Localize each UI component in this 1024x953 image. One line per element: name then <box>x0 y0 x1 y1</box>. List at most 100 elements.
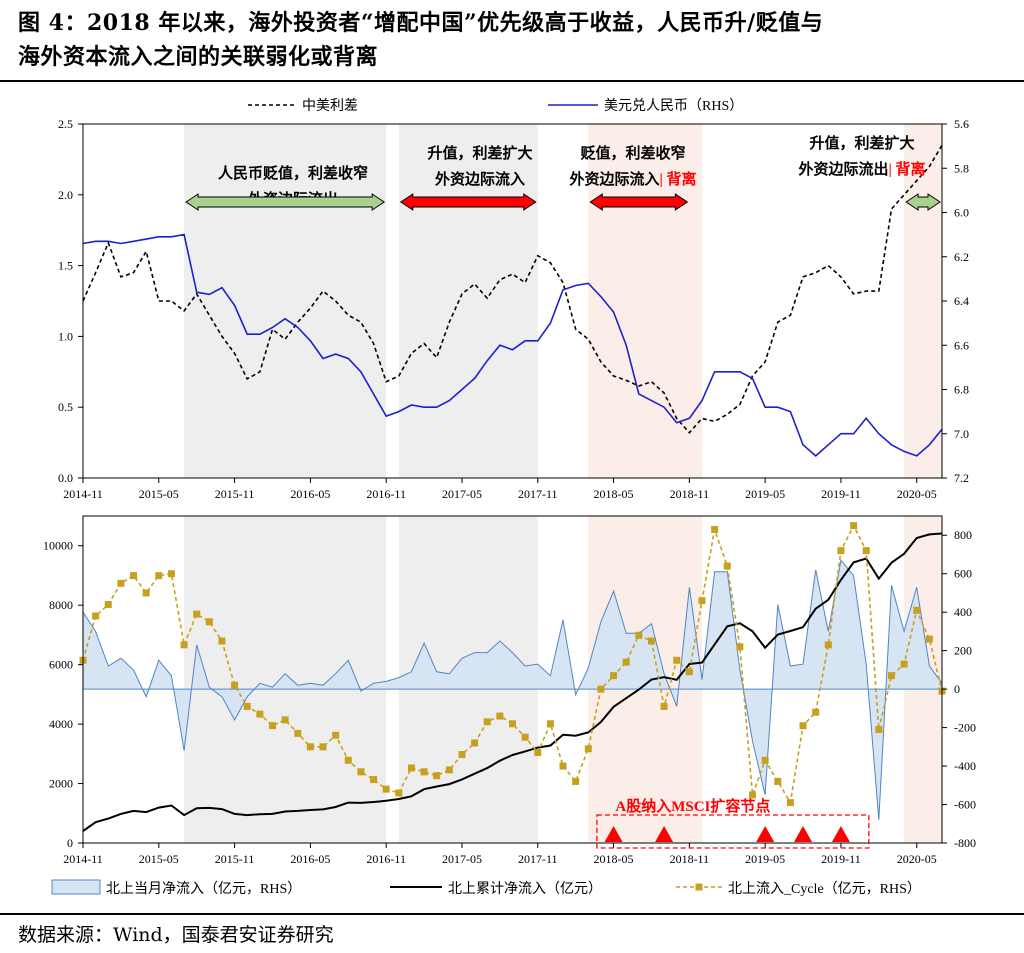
usdcny-line <box>82 233 943 457</box>
y-rhs-tick-label: 600 <box>954 567 972 581</box>
cycle-point <box>774 777 782 785</box>
cycle-point <box>837 547 845 555</box>
shaded-period <box>398 124 538 478</box>
cycle-point <box>281 716 289 724</box>
msci-marker <box>604 826 623 842</box>
annotation-text-main: 外资边际流出 <box>797 160 888 178</box>
x-tick-label: 2016-05 <box>290 487 330 501</box>
cycle-point <box>382 785 390 793</box>
msci-marker <box>794 826 813 842</box>
y-tick-label: 0.5 <box>58 400 73 414</box>
x-tick-label: 2016-05 <box>290 852 330 866</box>
x-tick-label: 2016-11 <box>366 487 406 501</box>
annotation-text: 升值，利差扩大 <box>809 134 914 152</box>
shaded-period <box>588 124 702 478</box>
cycle-point <box>509 720 516 728</box>
msci-marker <box>655 826 674 842</box>
cycle-point <box>395 789 403 797</box>
cycle-point <box>407 764 415 772</box>
cycle-point <box>370 776 378 784</box>
shaded-period <box>904 124 942 478</box>
y-rhs-tick-label: -800 <box>954 836 976 850</box>
cycle-point <box>812 708 820 716</box>
cycle-point <box>521 733 529 741</box>
cycle-point <box>142 589 150 597</box>
annotation-text: 外资边际流出| 背离 <box>797 160 925 178</box>
cycle-point <box>862 547 870 555</box>
x-tick-label: 2014-11 <box>63 487 103 501</box>
y-rhs-tick-label: 5.6 <box>954 117 969 131</box>
green-double-arrow <box>185 193 386 211</box>
legend-swatch-monthly <box>51 879 101 895</box>
cycle-point <box>635 631 643 639</box>
legend-label: 美元兑人民币（RHS） <box>604 98 743 114</box>
cycle-point <box>155 572 163 580</box>
y-rhs-tick-label: 800 <box>954 528 972 542</box>
y-tick-label: 2.0 <box>58 188 73 202</box>
annotation-text: 外资边际流入 <box>434 170 525 188</box>
x-tick-label: 2014-11 <box>63 852 103 866</box>
y-tick-label: 6000 <box>49 658 73 672</box>
x-tick-label: 2015-05 <box>139 487 179 501</box>
y-tick-label: 4000 <box>49 717 73 731</box>
x-tick-label: 2015-05 <box>139 852 179 866</box>
y-rhs-tick-label: 6.6 <box>954 338 969 352</box>
cycle-point <box>711 525 719 533</box>
cycle-point <box>685 668 693 676</box>
cycle-point <box>723 562 731 570</box>
cycle-point <box>483 718 491 726</box>
cycle-point <box>332 731 340 739</box>
x-tick-label: 2018-11 <box>670 852 710 866</box>
legend-label: 北上当月净流入（亿元，RHS） <box>106 881 301 897</box>
x-tick-label: 2017-05 <box>442 487 482 501</box>
cycle-point <box>761 756 769 764</box>
cycle-point <box>799 722 807 730</box>
y-rhs-tick-label: 400 <box>954 605 972 619</box>
x-tick-label: 2020-05 <box>897 852 937 866</box>
cycle-point <box>180 641 188 649</box>
data-source: 数据来源：Wind，国泰君安证券研究 <box>18 924 334 946</box>
cycle-point <box>597 685 605 693</box>
y-tick-label: 0.0 <box>58 471 73 485</box>
y-rhs-tick-label: 6.4 <box>954 294 969 308</box>
figure-title-line-2: 海外资本流入之间的关联弱化或背离 <box>18 44 379 70</box>
red-double-arrow <box>589 193 689 211</box>
x-tick-label: 2019-05 <box>745 852 785 866</box>
cycle-point <box>256 710 264 718</box>
top-rule <box>0 80 1024 82</box>
y-tick-label: 10000 <box>43 539 73 553</box>
cycle-point <box>900 660 908 668</box>
msci-marker <box>756 826 775 842</box>
cycle-point <box>913 606 921 614</box>
cumulative-inflow-line <box>82 532 943 832</box>
annotation-text: 外资边际流入| 背离 <box>568 170 696 188</box>
cycle-point <box>205 618 213 626</box>
cycle-point <box>433 772 441 780</box>
y-rhs-tick-label: 200 <box>954 644 972 658</box>
annotation-divergence-label: | 背离 <box>659 170 696 188</box>
cycle-point <box>420 768 428 776</box>
cycle-point <box>786 799 794 807</box>
cycle-point <box>736 643 744 651</box>
cycle-point <box>92 612 100 620</box>
cycle-point <box>584 745 592 753</box>
cycle-point <box>496 712 504 720</box>
cycle-point <box>534 749 542 757</box>
msci-marker <box>831 826 850 842</box>
axes: 2014-11 2015-05 2015-11 2016-05 2016-11 2017-… <box>43 117 976 866</box>
annotation-text: 贬值，利差收窄 <box>580 144 685 162</box>
cycle-point <box>243 702 251 710</box>
y-rhs-tick-label: 6.0 <box>954 206 969 220</box>
x-tick-label: 2019-11 <box>821 487 861 501</box>
cycle-point <box>294 729 302 737</box>
annotation-text-main: 外资边际流入 <box>568 170 659 188</box>
y-rhs-tick-label: 5.8 <box>954 161 969 175</box>
cycle-point <box>875 726 883 734</box>
cycle-point <box>218 637 226 645</box>
data-series <box>79 144 946 832</box>
y-tick-label: 1.5 <box>58 259 73 273</box>
y-tick-label: 1.0 <box>58 329 73 343</box>
annotation-text: 升值，利差扩大 <box>427 144 532 162</box>
